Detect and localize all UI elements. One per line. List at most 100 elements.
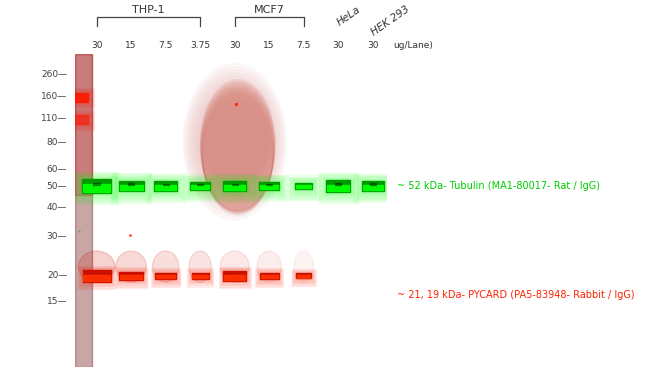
Ellipse shape xyxy=(153,251,179,282)
Bar xyxy=(118,270,145,283)
Bar xyxy=(153,271,177,282)
Bar xyxy=(266,184,272,186)
Bar xyxy=(83,270,110,282)
Text: 30: 30 xyxy=(367,41,378,50)
Bar xyxy=(258,271,280,282)
Bar xyxy=(258,181,281,192)
Bar xyxy=(253,176,285,199)
Bar xyxy=(116,178,146,195)
Bar xyxy=(256,269,282,286)
Bar xyxy=(223,181,246,191)
Bar xyxy=(151,269,179,286)
Bar xyxy=(75,93,88,102)
Ellipse shape xyxy=(220,251,249,282)
Text: ~ 52 kDa- Tubulin (MA1-80017- Rat / IgG): ~ 52 kDa- Tubulin (MA1-80017- Rat / IgG) xyxy=(397,181,601,191)
Bar xyxy=(187,269,213,286)
Bar xyxy=(187,178,214,196)
Text: 15—: 15— xyxy=(47,297,68,306)
Bar xyxy=(77,174,116,200)
Text: 80—: 80— xyxy=(47,138,68,147)
Bar xyxy=(335,183,341,185)
Bar xyxy=(324,178,353,195)
Bar xyxy=(74,90,92,106)
Bar xyxy=(216,175,253,200)
Text: 30: 30 xyxy=(229,41,240,50)
Bar xyxy=(111,173,151,203)
Bar xyxy=(157,275,175,279)
Bar xyxy=(81,178,112,194)
Bar xyxy=(287,175,320,200)
Bar xyxy=(255,268,283,287)
Text: 30: 30 xyxy=(91,41,102,50)
Bar xyxy=(78,266,115,289)
Text: 110—: 110— xyxy=(41,114,68,123)
Bar xyxy=(115,177,148,197)
Text: ~ 21, 19 kDa- PYCARD (PA5-83948- Rabbit / IgG): ~ 21, 19 kDa- PYCARD (PA5-83948- Rabbit … xyxy=(397,290,635,300)
Bar xyxy=(190,272,210,280)
Bar xyxy=(192,273,209,279)
Bar xyxy=(260,185,278,189)
Bar xyxy=(219,267,250,288)
Bar xyxy=(297,275,310,278)
Bar xyxy=(76,173,117,202)
Bar xyxy=(327,184,350,191)
Ellipse shape xyxy=(116,251,146,282)
Bar xyxy=(118,181,144,191)
Bar xyxy=(82,269,112,283)
Bar xyxy=(192,275,208,278)
Bar xyxy=(219,178,250,196)
Text: ug/Lane): ug/Lane) xyxy=(393,41,433,50)
Bar xyxy=(321,175,356,199)
Bar xyxy=(116,269,146,285)
Bar xyxy=(359,178,386,195)
Bar xyxy=(75,54,92,367)
Bar xyxy=(79,176,114,198)
Bar xyxy=(112,174,150,201)
Bar xyxy=(120,184,142,190)
Text: 30: 30 xyxy=(332,41,344,50)
Bar xyxy=(74,91,91,104)
Bar xyxy=(318,173,358,203)
Bar xyxy=(220,267,250,287)
Bar xyxy=(151,178,181,196)
Bar xyxy=(80,267,114,286)
Bar xyxy=(190,271,211,282)
Bar xyxy=(222,269,248,284)
Bar xyxy=(94,183,99,185)
Bar xyxy=(361,180,385,193)
Text: 20—: 20— xyxy=(47,272,68,280)
Bar xyxy=(185,177,215,197)
Bar xyxy=(155,272,177,281)
Bar xyxy=(292,180,315,193)
Bar xyxy=(183,174,218,201)
Text: 15: 15 xyxy=(125,41,137,50)
Bar xyxy=(320,174,357,201)
Bar xyxy=(120,272,143,280)
Bar xyxy=(74,92,90,103)
Text: HeLa: HeLa xyxy=(335,4,362,28)
Bar xyxy=(147,174,185,202)
Bar xyxy=(75,54,92,195)
Bar xyxy=(370,183,376,185)
Bar xyxy=(75,172,118,204)
Bar xyxy=(152,179,179,194)
Bar xyxy=(362,181,383,191)
Bar xyxy=(260,273,278,279)
Bar xyxy=(191,185,209,189)
Bar xyxy=(116,268,146,286)
Bar xyxy=(74,113,91,126)
Bar xyxy=(257,270,281,284)
Bar xyxy=(197,184,203,186)
Bar xyxy=(363,185,383,190)
Bar xyxy=(150,176,182,198)
Bar xyxy=(224,185,246,190)
Ellipse shape xyxy=(79,251,115,282)
Bar xyxy=(189,181,211,192)
Bar xyxy=(326,180,350,191)
Text: 260—: 260— xyxy=(41,70,68,79)
Bar xyxy=(257,180,282,194)
Bar xyxy=(291,269,316,286)
Bar xyxy=(294,272,313,282)
Bar xyxy=(354,174,391,202)
Bar xyxy=(120,275,142,279)
